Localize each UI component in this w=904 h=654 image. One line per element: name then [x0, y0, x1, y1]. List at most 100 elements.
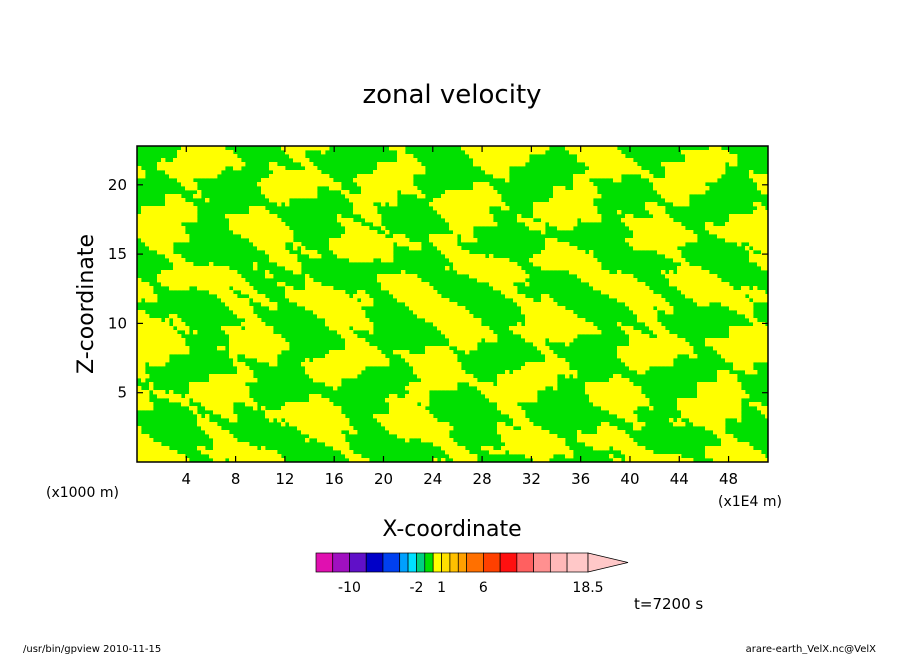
- field-cell-positive: [481, 146, 486, 151]
- field-cell-positive: [513, 330, 518, 335]
- field-cell-positive: [217, 270, 222, 275]
- field-cell-positive: [397, 406, 402, 411]
- field-cell-positive: [597, 214, 602, 219]
- field-cell-positive: [649, 238, 654, 243]
- field-cell-positive: [265, 178, 270, 183]
- field-cell-positive: [293, 294, 298, 299]
- field-cell-positive: [725, 150, 730, 155]
- field-cell-positive: [313, 254, 318, 259]
- field-cell-positive: [285, 410, 290, 415]
- field-cell-positive: [657, 330, 662, 335]
- field-cell-positive: [369, 326, 374, 331]
- field-cell-positive: [533, 374, 538, 379]
- field-cell-positive: [341, 426, 346, 431]
- field-cell-positive: [697, 286, 702, 291]
- field-cell-positive: [465, 214, 470, 219]
- field-cell-positive: [229, 374, 234, 379]
- field-cell-positive: [233, 218, 238, 223]
- field-cell-positive: [225, 298, 230, 303]
- field-cell-positive: [213, 174, 218, 179]
- field-cell-positive: [301, 190, 306, 195]
- field-cell-positive: [285, 194, 290, 199]
- field-cell-positive: [541, 202, 546, 207]
- field-cell-positive: [601, 382, 606, 387]
- field-cell-positive: [761, 410, 766, 415]
- field-cell-positive: [413, 186, 418, 191]
- field-cell-positive: [513, 414, 518, 419]
- field-cell-positive: [557, 330, 562, 335]
- field-cell-positive: [145, 234, 150, 239]
- field-cell-positive: [397, 182, 402, 187]
- field-cell-positive: [221, 154, 226, 159]
- field-cell-positive: [361, 366, 366, 371]
- field-cell-positive: [297, 170, 302, 175]
- field-cell-positive: [165, 250, 170, 255]
- field-cell-positive: [509, 406, 514, 411]
- field-cell-positive: [365, 174, 370, 179]
- field-cell-positive: [541, 370, 546, 375]
- field-cell-positive: [733, 410, 738, 415]
- field-cell-positive: [329, 302, 334, 307]
- field-cell-positive: [617, 374, 622, 379]
- field-cell-positive: [341, 418, 346, 423]
- field-cell-positive: [153, 350, 158, 355]
- field-cell-positive: [457, 202, 462, 207]
- field-cell-positive: [585, 198, 590, 203]
- field-cell-positive: [209, 398, 214, 403]
- field-cell-positive: [269, 242, 274, 247]
- field-cell-positive: [721, 394, 726, 399]
- field-cell-positive: [433, 346, 438, 351]
- field-cell-positive: [277, 282, 282, 287]
- field-cell-positive: [569, 246, 574, 251]
- field-cell-positive: [729, 158, 734, 163]
- field-cell-positive: [333, 186, 338, 191]
- field-cell-positive: [541, 362, 546, 367]
- field-cell-positive: [465, 230, 470, 235]
- field-cell-positive: [677, 418, 682, 423]
- field-cell-positive: [249, 238, 254, 243]
- field-cell-positive: [681, 350, 686, 355]
- field-cell-positive: [225, 150, 230, 155]
- field-cell-positive: [389, 258, 394, 263]
- field-cell-positive: [529, 362, 534, 367]
- field-cell-positive: [441, 202, 446, 207]
- field-cell-positive: [417, 394, 422, 399]
- field-cell-positive: [465, 250, 470, 255]
- field-cell-positive: [165, 162, 170, 167]
- field-cell-positive: [417, 166, 422, 171]
- field-cell-positive: [537, 338, 542, 343]
- field-cell-positive: [589, 190, 594, 195]
- field-cell-positive: [677, 282, 682, 287]
- field-cell-positive: [545, 210, 550, 215]
- field-cell-positive: [161, 282, 166, 287]
- field-cell-positive: [445, 426, 450, 431]
- field-cell-positive: [709, 386, 714, 391]
- field-cell-positive: [641, 366, 646, 371]
- field-cell-positive: [349, 234, 354, 239]
- field-cell-positive: [401, 158, 406, 163]
- field-cell-positive: [221, 414, 226, 419]
- field-cell-positive: [633, 290, 638, 295]
- field-cell-positive: [717, 282, 722, 287]
- field-cell-positive: [753, 210, 758, 215]
- field-cell-positive: [365, 302, 370, 307]
- field-cell-positive: [205, 286, 210, 291]
- field-cell-positive: [461, 262, 466, 267]
- field-cell-positive: [281, 198, 286, 203]
- field-cell-positive: [533, 330, 538, 335]
- field-cell-positive: [745, 306, 750, 311]
- field-cell-positive: [613, 394, 618, 399]
- field-cell-positive: [305, 278, 310, 283]
- field-cell-positive: [537, 206, 542, 211]
- field-cell-positive: [653, 178, 658, 183]
- field-cell-positive: [381, 166, 386, 171]
- field-cell-positive: [693, 402, 698, 407]
- field-cell-positive: [621, 282, 626, 287]
- field-cell-positive: [253, 334, 258, 339]
- field-cell-positive: [421, 406, 426, 411]
- field-cell-positive: [657, 218, 662, 223]
- field-cell-positive: [609, 290, 614, 295]
- field-cell-positive: [437, 298, 442, 303]
- field-cell-positive: [729, 386, 734, 391]
- field-cell-positive: [485, 214, 490, 219]
